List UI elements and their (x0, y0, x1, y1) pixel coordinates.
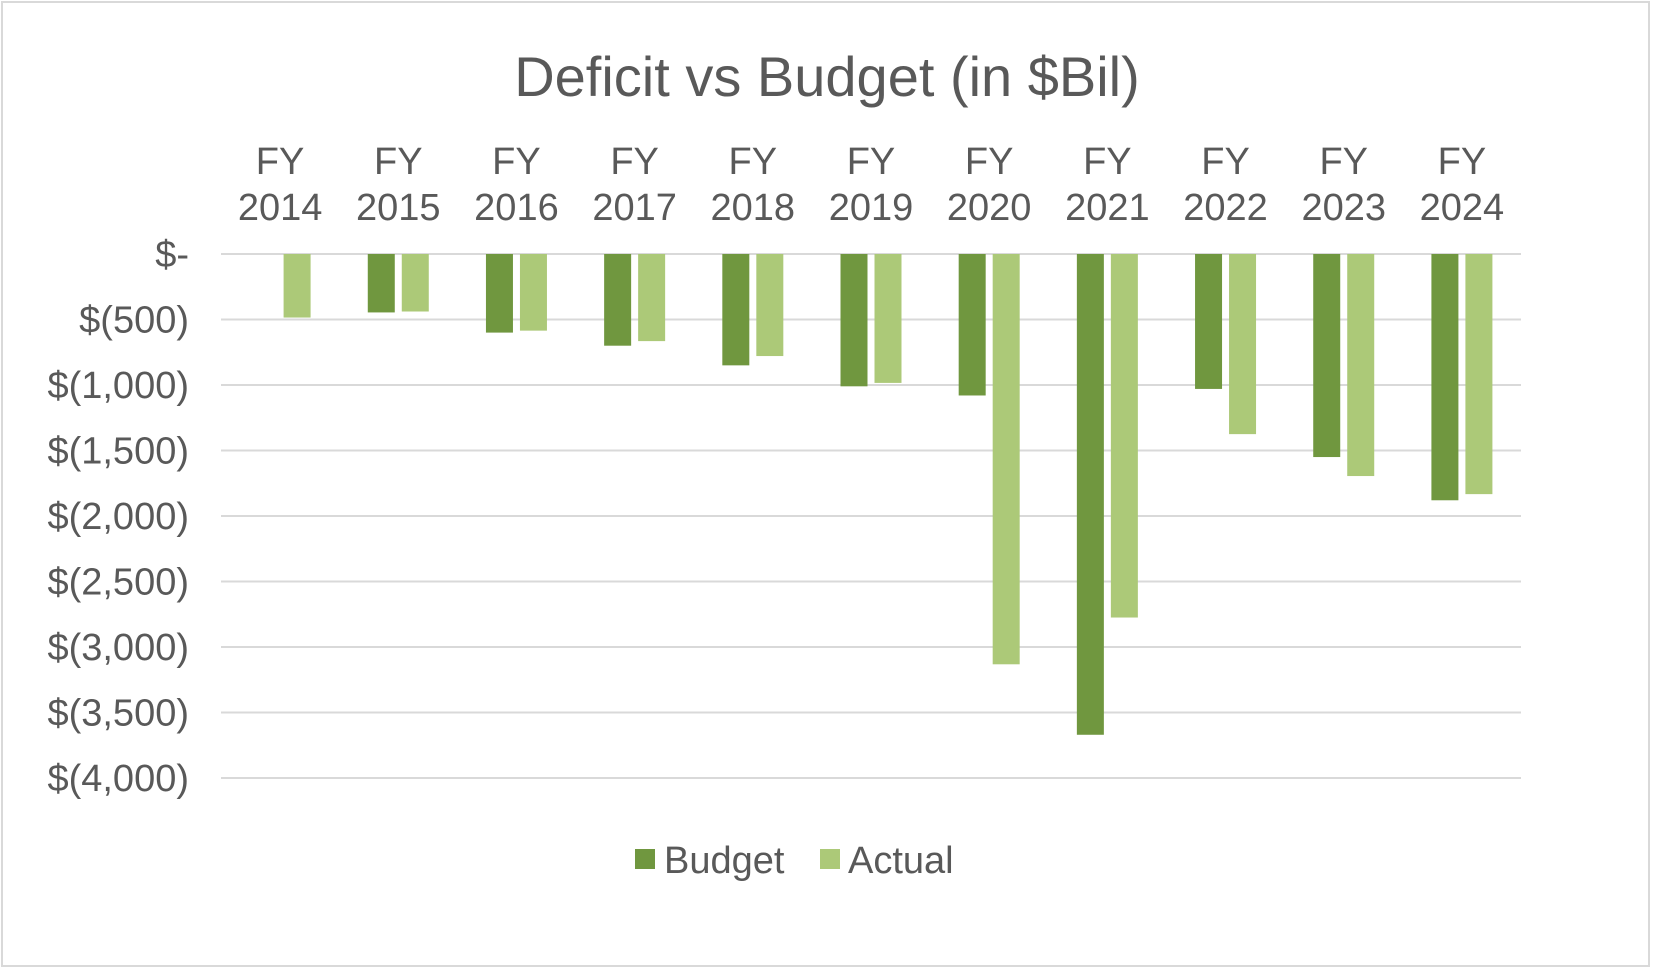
bar-actual (638, 254, 666, 342)
bar-actual (519, 254, 547, 331)
category-label: FY 2019 (829, 141, 914, 229)
category-label: FY 2015 (356, 141, 441, 229)
bar-budget (604, 254, 632, 346)
y-tick-label: $(2,000) (47, 496, 189, 538)
legend-label-actual: Actual (848, 840, 954, 882)
y-tick-label: $(2,500) (47, 562, 189, 604)
category-label: FY 2017 (592, 141, 677, 229)
y-tick-label: $- (155, 234, 189, 276)
bar-actual (1347, 254, 1375, 477)
bar-budget (1195, 254, 1223, 389)
y-tick-label: $(1,000) (47, 365, 189, 407)
bar-budget (1431, 254, 1459, 501)
bar-actual (401, 254, 429, 312)
y-tick-label: $(3,000) (47, 627, 189, 669)
y-axis-tick-labels: $- $(500) $(1,000) $(1,500) $(2,000) $(2,500)… (47, 234, 189, 800)
category-label: FY 2022 (1183, 141, 1268, 229)
y-tick-label: $(500) (79, 300, 189, 342)
y-tick-label: $(4,000) (47, 758, 189, 800)
bar-budget (1076, 254, 1104, 735)
bar-actual (874, 254, 902, 383)
bar-actual (1465, 254, 1493, 495)
bar-actual (1229, 254, 1257, 435)
y-tick-label: $(1,500) (47, 431, 189, 473)
category-label: FY 2023 (1301, 141, 1386, 229)
bar-actual (756, 254, 784, 357)
category-label: FY 2021 (1065, 141, 1150, 229)
gridlines (221, 253, 1521, 779)
chart-svg: Deficit vs Budget (in $Bil) $- $(500) $(1,… (47, 45, 1521, 882)
legend-swatch-budget (635, 849, 655, 869)
bar-actual (283, 254, 311, 318)
bar-budget (485, 254, 513, 333)
bar-actual (992, 254, 1020, 665)
category-label: FY 2014 (238, 141, 323, 229)
category-label: FY 2018 (711, 141, 796, 229)
bar-budget (367, 254, 395, 313)
category-label: FY 2024 (1420, 141, 1505, 229)
category-label: FY 2016 (474, 141, 559, 229)
category-labels: FY 2014 FY 2015 FY 2016 FY 2017 FY 2018 FY 2019 FY 20… (238, 141, 1504, 229)
bar-budget (1313, 254, 1341, 458)
legend-label-budget: Budget (664, 840, 785, 882)
bar-actual (1110, 254, 1138, 618)
y-tick-label: $(3,500) (47, 693, 189, 735)
legend: Budget Actual (635, 840, 954, 882)
bar-budget (722, 254, 750, 366)
legend-swatch-actual (820, 849, 840, 869)
bars (283, 254, 1493, 735)
bar-budget (840, 254, 868, 387)
chart-title: Deficit vs Budget (in $Bil) (514, 45, 1140, 108)
category-label: FY 2020 (947, 141, 1032, 229)
bar-budget (958, 254, 986, 396)
